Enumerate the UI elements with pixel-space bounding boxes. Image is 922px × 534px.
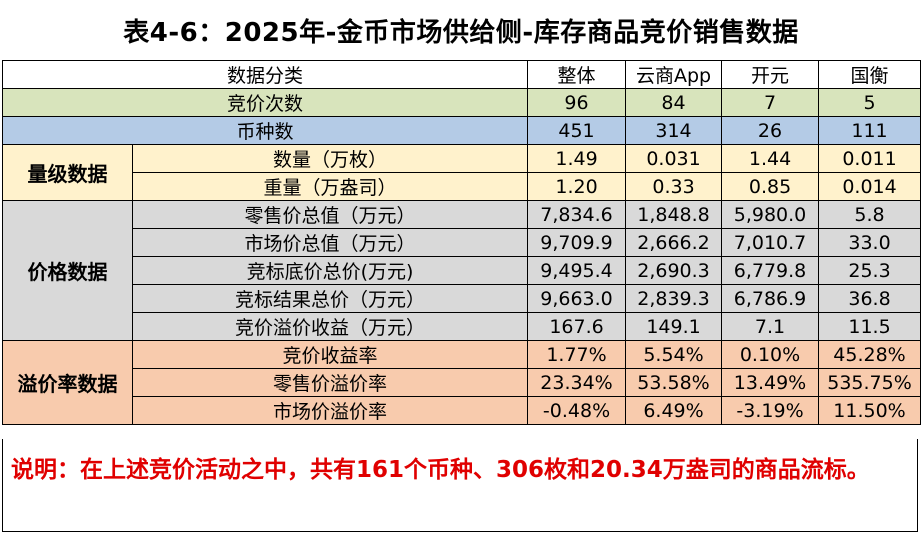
- cell: 11.50%: [818, 396, 922, 425]
- cell: 1.49: [527, 144, 627, 173]
- cell: 11.5: [818, 312, 922, 341]
- header-row: 数据分类 整体 云商App 开元 国衡: [1, 60, 922, 89]
- cell: 9,495.4: [527, 256, 627, 285]
- cell: 6,786.9: [721, 284, 820, 313]
- table-row: 竞价溢价收益（万元） 167.6 149.1 7.1 11.5: [2, 312, 922, 341]
- page-title: 表4-6：2025年-金币市场供给侧-库存商品竞价销售数据: [123, 17, 799, 48]
- cell: 7: [721, 88, 820, 117]
- row-label: 竞标结果总价（万元）: [131, 284, 529, 313]
- header-col: 云商App: [625, 60, 723, 89]
- header-col: 国衡: [818, 60, 922, 89]
- cell: 36.8: [818, 284, 922, 313]
- cell: 5,980.0: [721, 200, 820, 229]
- cell: 5: [818, 88, 922, 117]
- table-row: 竞标结果总价（万元） 9,663.0 2,839.3 6,786.9 36.8: [2, 284, 922, 313]
- cell: 0.014: [818, 172, 922, 201]
- row-label: 竞标底价总价(万元): [131, 256, 529, 285]
- table-row: 竞价次数 96 84 7 5: [1, 88, 922, 117]
- cell: 535.75%: [818, 368, 922, 397]
- cell: 6,779.8: [721, 256, 820, 285]
- cell: 2,690.3: [625, 256, 723, 285]
- cell: 5.54%: [625, 340, 723, 369]
- table-row: 竞标底价总价(万元) 9,495.4 2,690.3 6,779.8 25.3: [2, 256, 922, 285]
- table-row: 量级数据 数量（万枚） 1.49 0.031 1.44 0.011: [2, 144, 922, 201]
- cell: 0.031: [625, 144, 723, 173]
- row-label: 零售价溢价率: [131, 368, 529, 397]
- table-row: 价格数据 零售价总值（万元） 7,834.6 1,848.8 5,980.0 5…: [2, 200, 922, 341]
- cell: 7.1: [721, 312, 820, 341]
- cell: 167.6: [527, 312, 627, 341]
- cell: 84: [625, 88, 723, 117]
- cell: 451: [527, 116, 627, 145]
- cell: 0.85: [721, 172, 820, 201]
- cell: 13.49%: [721, 368, 820, 397]
- cell: 9,709.9: [527, 228, 627, 257]
- cell: 0.33: [625, 172, 723, 201]
- cell: 6.49%: [625, 396, 723, 425]
- table-row: 溢价率数据 竞价收益率 1.77% 5.54% 0.10% 45.28%: [2, 340, 922, 425]
- group-label: 量级数据: [2, 144, 133, 201]
- cell: 2,666.2: [625, 228, 723, 257]
- cell: 1.77%: [527, 340, 627, 369]
- row-label: 数量（万枚）: [131, 144, 529, 173]
- cell: 96: [527, 88, 627, 117]
- table-row: 市场价溢价率 -0.48% 6.49% -3.19% 11.50%: [2, 396, 922, 425]
- cell: 9,663.0: [527, 284, 627, 313]
- cell: 314: [625, 116, 723, 145]
- footnote: 说明：在上述竞价活动之中，共有161个币种、306枚和20.34万盎司的商品流标…: [2, 439, 918, 532]
- cell: 1,848.8: [625, 200, 723, 229]
- row-label: 竞价次数: [1, 88, 529, 117]
- row-label: 重量（万盎司）: [131, 172, 529, 201]
- cell: 45.28%: [818, 340, 922, 369]
- row-label: 市场价溢价率: [131, 396, 529, 425]
- row-label: 竞价收益率: [131, 340, 529, 369]
- cell: 23.34%: [527, 368, 627, 397]
- header-col: 整体: [527, 60, 627, 89]
- cell: 1.20: [527, 172, 627, 201]
- group-label: 价格数据: [2, 200, 133, 341]
- cell: 33.0: [818, 228, 922, 257]
- table-row: 重量（万盎司） 1.20 0.33 0.85 0.014: [2, 172, 922, 201]
- header-col: 开元: [721, 60, 820, 89]
- row-label: 市场价总值（万元）: [131, 228, 529, 257]
- cell: 5.8: [818, 200, 922, 229]
- table-row: 币种数 451 314 26 111: [1, 116, 922, 145]
- cell: 26: [721, 116, 820, 145]
- cell: 0.10%: [721, 340, 820, 369]
- cell: -3.19%: [721, 396, 820, 425]
- cell: -0.48%: [527, 396, 627, 425]
- row-label: 零售价总值（万元）: [131, 200, 529, 229]
- cell: 2,839.3: [625, 284, 723, 313]
- cell: 7,010.7: [721, 228, 820, 257]
- header-category: 数据分类: [1, 60, 529, 89]
- cell: 1.44: [721, 144, 820, 173]
- row-label: 币种数: [1, 116, 529, 145]
- cell: 25.3: [818, 256, 922, 285]
- cell: 53.58%: [625, 368, 723, 397]
- table-row: 市场价总值（万元） 9,709.9 2,666.2 7,010.7 33.0: [2, 228, 922, 257]
- auction-data-table: 数据分类 整体 云商App 开元 国衡 竞价次数 96 84 7 5 币种数 4…: [1, 60, 922, 425]
- cell: 111: [818, 116, 922, 145]
- cell: 7,834.6: [527, 200, 627, 229]
- cell: 0.011: [818, 144, 922, 173]
- cell: 149.1: [625, 312, 723, 341]
- group-label: 溢价率数据: [2, 340, 133, 425]
- row-label: 竞价溢价收益（万元）: [131, 312, 529, 341]
- table-row: 零售价溢价率 23.34% 53.58% 13.49% 535.75%: [2, 368, 922, 397]
